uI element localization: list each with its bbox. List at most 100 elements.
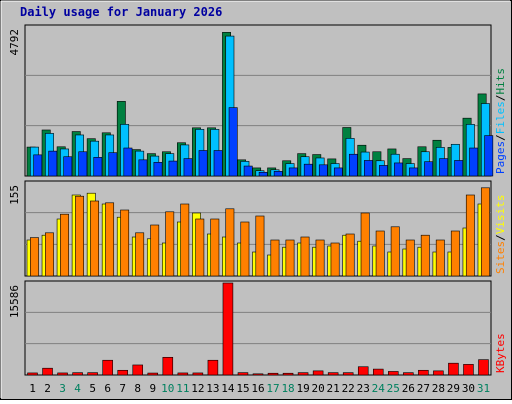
y-max-label: 4792 [8, 29, 21, 56]
x-tick-label: 22 [342, 382, 355, 395]
bar-pages [153, 162, 163, 177]
bar-pages [303, 163, 313, 177]
bar-sites [120, 209, 130, 277]
bar-sites [405, 239, 415, 277]
bar-sites [450, 230, 460, 277]
x-tick-label: 17 [266, 382, 279, 395]
x-tick-label: 5 [89, 382, 96, 395]
x-tick-label: 29 [447, 382, 460, 395]
bar-kbytes [357, 366, 369, 376]
x-tick-label: 20 [312, 382, 325, 395]
bar-sites [315, 239, 325, 277]
bar-kbytes [237, 372, 249, 376]
right-label-hits: Hits [494, 68, 507, 95]
bar-sites [480, 187, 490, 277]
x-tick-label: 8 [134, 382, 141, 395]
x-axis-labels: 1 2 3 4 5 6 7 8 9 10 11 12 13 14 15 16 17 18 19 20 21 22 23 24 2… [29, 382, 490, 395]
right-label-sites: Sites [494, 241, 507, 274]
bar-kbytes [57, 372, 68, 376]
x-tick-label: 14 [221, 382, 235, 395]
bar-sites [375, 230, 385, 277]
x-tick-label: 15 [236, 382, 249, 395]
bar-kbytes [282, 372, 294, 376]
bar-sites [165, 211, 175, 277]
bar-sites [225, 208, 235, 277]
bar-kbytes [433, 370, 444, 376]
x-tick-label: 27 [417, 382, 430, 395]
right-label-middle: Sites/Visits [494, 195, 507, 275]
bar-sites [75, 195, 84, 277]
bar-kbytes [342, 372, 354, 376]
bar-sites [255, 215, 265, 277]
x-tick-label: 31 [477, 382, 490, 395]
x-tick-label: 4 [74, 382, 81, 395]
bar-kbytes [177, 372, 189, 376]
bar-sites [240, 221, 250, 277]
x-tick-label: 23 [357, 382, 370, 395]
bar-pages [379, 165, 388, 177]
x-tick-label: 6 [104, 382, 111, 395]
bar-sites [30, 237, 39, 277]
bar-pages [63, 156, 73, 177]
bar-sites [435, 239, 445, 277]
panel-middle: 155 [8, 180, 492, 277]
bar-kbytes [42, 367, 53, 376]
right-label-pages: Pages [494, 141, 507, 174]
bar-pages [123, 147, 133, 177]
right-label-visits: Visits [494, 195, 507, 235]
bar-kbytes [147, 372, 159, 376]
bar-pages [198, 150, 208, 177]
bar-sites [105, 202, 115, 277]
x-tick-label: 9 [149, 382, 156, 395]
bar-kbytes [267, 372, 279, 376]
bar-sites [135, 232, 145, 277]
bar-pages [439, 158, 449, 177]
bar-pages [108, 152, 118, 177]
bar-kbytes [372, 368, 384, 376]
bar-sites [195, 218, 205, 277]
y-max-label: 155 [8, 185, 21, 205]
right-label-separator: / [494, 95, 507, 102]
bar-pages [348, 153, 358, 177]
x-tick-label: 19 [296, 382, 309, 395]
bar-kbytes [162, 356, 174, 376]
bar-pages [333, 167, 343, 177]
bar-pages [318, 164, 328, 177]
x-tick-label: 13 [206, 382, 219, 395]
x-tick-label: 11 [176, 382, 189, 395]
right-label-top: Pages/Files/Hits [494, 68, 507, 174]
plot-area [24, 280, 492, 376]
bar-sites [90, 200, 100, 277]
bar-sites [60, 213, 69, 277]
x-tick-label: 2 [44, 382, 51, 395]
bar-sites [285, 239, 295, 277]
bar-kbytes [132, 364, 144, 376]
bar-sites [270, 239, 280, 277]
bar-kbytes [312, 370, 324, 376]
bar-kbytes [252, 373, 264, 376]
x-tick-label: 10 [161, 382, 174, 395]
x-tick-label: 16 [251, 382, 264, 395]
bar-kbytes [327, 372, 339, 376]
bar-sites [420, 234, 430, 277]
bar-sites [465, 194, 475, 277]
bar-sites [180, 203, 190, 277]
right-label-separator: / [494, 234, 507, 241]
bar-pages [484, 135, 494, 177]
bar-kbytes [192, 372, 204, 376]
bar-sites [345, 233, 355, 277]
bar-sites [390, 226, 400, 277]
x-tick-label: 28 [432, 382, 445, 395]
bar-pages [409, 167, 418, 177]
bar-kbytes [207, 359, 219, 376]
bar-pages [454, 160, 464, 177]
bar-pages [424, 161, 434, 177]
bar-pages [213, 150, 223, 177]
chart-title: Daily usage for January 2026 [20, 5, 222, 19]
x-tick-label: 25 [387, 382, 400, 395]
x-tick-label: 24 [372, 382, 386, 395]
right-label-bottom: KBytes [494, 333, 507, 373]
bar-kbytes [87, 372, 98, 376]
